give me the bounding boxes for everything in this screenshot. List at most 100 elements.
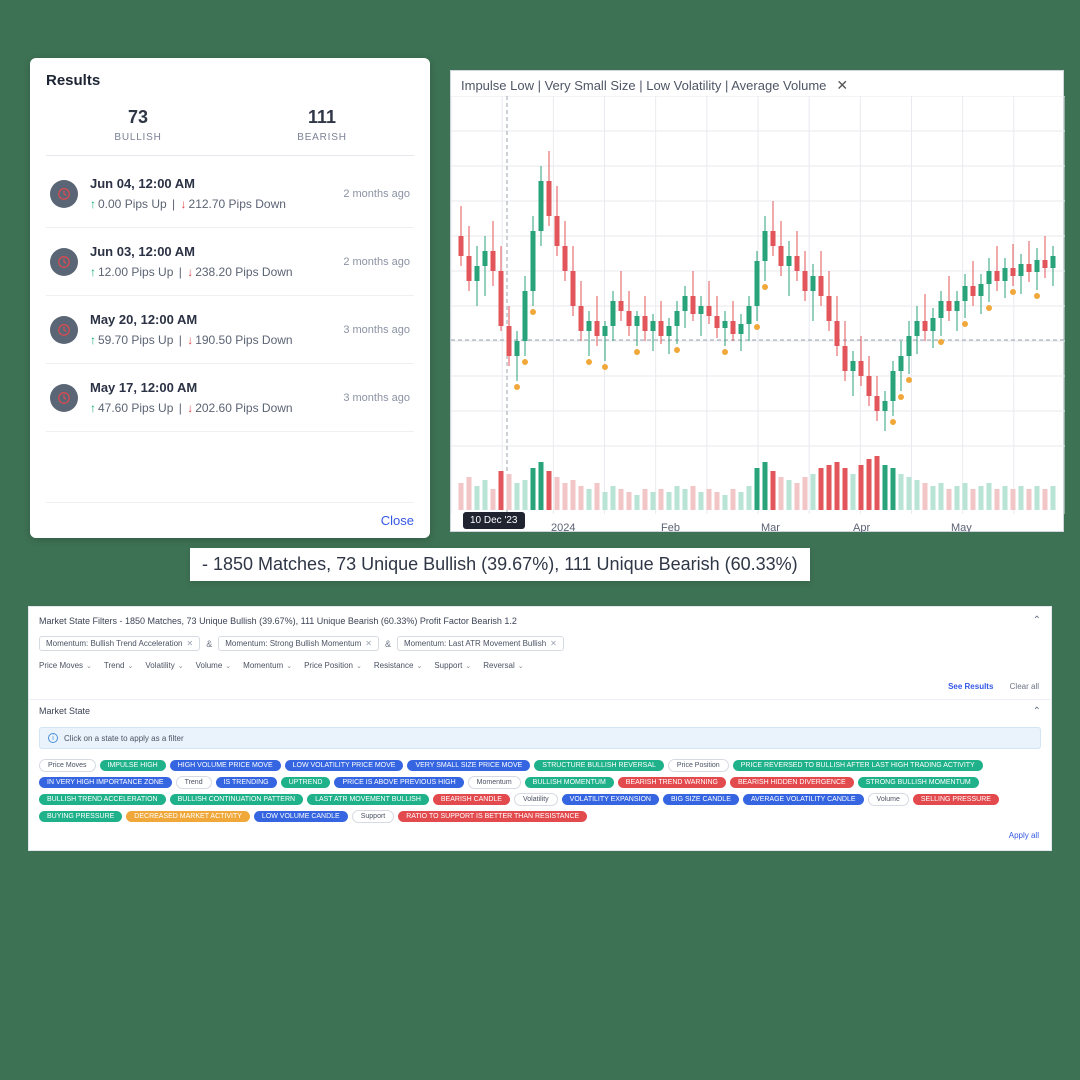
row-date: May 17, 12:00 AM [90, 380, 343, 395]
state-tag[interactable]: LOW VOLUME CANDLE [254, 811, 348, 822]
apply-all-button[interactable]: Apply all [29, 831, 1051, 850]
state-tag[interactable]: LOW VOLATILITY PRICE MOVE [285, 760, 404, 771]
results-list[interactable]: Jun 04, 12:00 AM ↑ 0.00 Pips Up | ↓ 212.… [46, 160, 414, 502]
row-date: Jun 03, 12:00 AM [90, 244, 343, 259]
filter-dropdown[interactable]: Price Position⌄ [304, 661, 362, 670]
filter-dropdown[interactable]: Volume⌄ [196, 661, 232, 670]
tag-group-label: Volume [868, 793, 909, 806]
row-ago: 3 months ago [343, 392, 410, 404]
stat-bullish[interactable]: 73 BULLISH [46, 107, 230, 143]
clear-all-button[interactable]: Clear all [1010, 682, 1039, 691]
chevron-down-icon: ⌄ [416, 662, 422, 670]
state-tag[interactable]: BEARISH TREND WARNING [618, 777, 726, 788]
chevron-down-icon: ⌄ [86, 662, 92, 670]
state-tag[interactable]: LAST ATR MOVEMENT BULLISH [307, 794, 429, 805]
collapse-icon[interactable]: ⌃ [1033, 706, 1041, 717]
chart-body[interactable] [451, 96, 1063, 514]
state-tag[interactable]: RATIO TO SUPPORT IS BETTER THAN RESISTAN… [398, 811, 587, 822]
chip-label: Momentum: Bullish Trend Acceleration [46, 639, 183, 648]
state-tag[interactable]: SELLING PRESSURE [913, 794, 999, 805]
pips-up: 59.70 Pips Up [98, 333, 173, 347]
filter-dropdown[interactable]: Reversal⌄ [483, 661, 523, 670]
state-tag[interactable]: UPTREND [281, 777, 331, 788]
result-row[interactable]: May 17, 12:00 AM ↑ 47.60 Pips Up | ↓ 202… [46, 364, 414, 432]
chip-label: Momentum: Last ATR Movement Bullish [404, 639, 546, 648]
dropdown-label: Volume [196, 661, 223, 670]
filter-chip[interactable]: Momentum: Strong Bullish Momentum✕ [218, 636, 379, 651]
state-tag[interactable]: BULLISH CONTINUATION PATTERN [170, 794, 303, 805]
remove-icon[interactable]: ✕ [550, 639, 557, 648]
see-results-button[interactable]: See Results [948, 682, 993, 691]
state-tag[interactable]: BULLISH TREND ACCELERATION [39, 794, 166, 805]
chevron-down-icon: ⌄ [465, 662, 471, 670]
state-tag[interactable]: VOLATILITY EXPANSION [562, 794, 659, 805]
state-tag[interactable]: BEARISH HIDDEN DIVERGENCE [730, 777, 854, 788]
chevron-down-icon: ⌄ [178, 662, 184, 670]
clock-icon [57, 391, 71, 405]
arrow-down-icon: ↓ [187, 333, 193, 347]
state-tag[interactable]: IMPULSE HIGH [100, 760, 166, 771]
dropdown-label: Price Moves [39, 661, 83, 670]
x-tick: Mar [761, 522, 780, 534]
avatar [50, 180, 78, 208]
filter-chip[interactable]: Momentum: Last ATR Movement Bullish ✕ [397, 636, 564, 651]
pips-down: 202.60 Pips Down [195, 401, 292, 415]
state-tag[interactable]: IN VERY HIGH IMPORTANCE ZONE [39, 777, 172, 788]
result-row[interactable]: Jun 04, 12:00 AM ↑ 0.00 Pips Up | ↓ 212.… [46, 160, 414, 228]
row-date: May 20, 12:00 AM [90, 312, 343, 327]
state-tag[interactable]: IS TRENDING [216, 777, 277, 788]
results-title: Results [46, 72, 414, 89]
chart-header: Impulse Low | Very Small Size | Low Vola… [451, 71, 1063, 96]
state-tag[interactable]: AVERAGE VOLATILITY CANDLE [743, 794, 864, 805]
filter-dropdown[interactable]: Price Moves⌄ [39, 661, 92, 670]
row-main: Jun 04, 12:00 AM ↑ 0.00 Pips Up | ↓ 212.… [90, 176, 343, 211]
and-separator: & [206, 639, 212, 649]
row-pips: ↑ 47.60 Pips Up | ↓ 202.60 Pips Down [90, 401, 343, 415]
and-separator: & [385, 639, 391, 649]
remove-icon[interactable]: ✕ [365, 639, 372, 648]
state-tag[interactable]: STRUCTURE BULLISH REVERSAL [534, 760, 664, 771]
chevron-down-icon: ⌄ [518, 662, 524, 670]
state-tag[interactable]: VERY SMALL SIZE PRICE MOVE [407, 760, 530, 771]
close-icon[interactable]: ✕ [836, 77, 848, 94]
row-main: Jun 03, 12:00 AM ↑ 12.00 Pips Up | ↓ 238… [90, 244, 343, 279]
state-tag[interactable]: DECREASED MARKET ACTIVITY [126, 811, 250, 822]
clock-icon [57, 323, 71, 337]
market-state-header: Market State ⌃ [29, 699, 1051, 723]
result-row[interactable]: Jun 03, 12:00 AM ↑ 12.00 Pips Up | ↓ 238… [46, 228, 414, 296]
filter-chip[interactable]: Momentum: Bullish Trend Acceleration ✕ [39, 636, 200, 651]
tag-group-label: Momentum [468, 776, 521, 789]
filter-dropdown[interactable]: Trend⌄ [104, 661, 133, 670]
filter-dropdown[interactable]: Volatility⌄ [145, 661, 183, 670]
state-tag[interactable]: BEARISH CANDLE [433, 794, 510, 805]
arrow-up-icon: ↑ [90, 401, 96, 415]
result-row[interactable]: May 20, 12:00 AM ↑ 59.70 Pips Up | ↓ 190… [46, 296, 414, 364]
filter-dropdown[interactable]: Resistance⌄ [374, 661, 422, 670]
bullish-label: BULLISH [46, 132, 230, 143]
close-button[interactable]: Close [46, 502, 414, 528]
chevron-down-icon: ⌄ [356, 662, 362, 670]
state-tag[interactable]: BULLISH MOMENTUM [525, 777, 614, 788]
avatar [50, 248, 78, 276]
state-tag[interactable]: HIGH VOLUME PRICE MOVE [170, 760, 281, 771]
state-tag[interactable]: PRICE REVERSED TO BULLISH AFTER LAST HIG… [733, 760, 983, 771]
stat-bearish[interactable]: 111 BEARISH [230, 107, 414, 143]
pips-up: 47.60 Pips Up [98, 401, 173, 415]
pips-down: 238.20 Pips Down [195, 265, 292, 279]
remove-icon[interactable]: ✕ [187, 639, 194, 648]
state-tag[interactable]: PRICE IS ABOVE PREVIOUS HIGH [334, 777, 463, 788]
filter-dropdown[interactable]: Momentum⌄ [243, 661, 292, 670]
dropdown-label: Price Position [304, 661, 353, 670]
dropdown-label: Support [434, 661, 462, 670]
row-main: May 20, 12:00 AM ↑ 59.70 Pips Up | ↓ 190… [90, 312, 343, 347]
state-tag[interactable]: STRONG BULLISH MOMENTUM [858, 777, 979, 788]
results-panel: Results 73 BULLISH 111 BEARISH Jun 04, 1… [30, 58, 430, 538]
date-badge: 10 Dec '23 [463, 512, 525, 529]
tag-group-label: Support [352, 810, 395, 823]
state-tag[interactable]: BIG SIZE CANDLE [663, 794, 739, 805]
state-tag[interactable]: BUYING PRESSURE [39, 811, 122, 822]
arrow-up-icon: ↑ [90, 333, 96, 347]
tag-group-label: Volatility [514, 793, 558, 806]
collapse-icon[interactable]: ⌃ [1033, 615, 1041, 626]
filter-dropdown[interactable]: Support⌄ [434, 661, 471, 670]
